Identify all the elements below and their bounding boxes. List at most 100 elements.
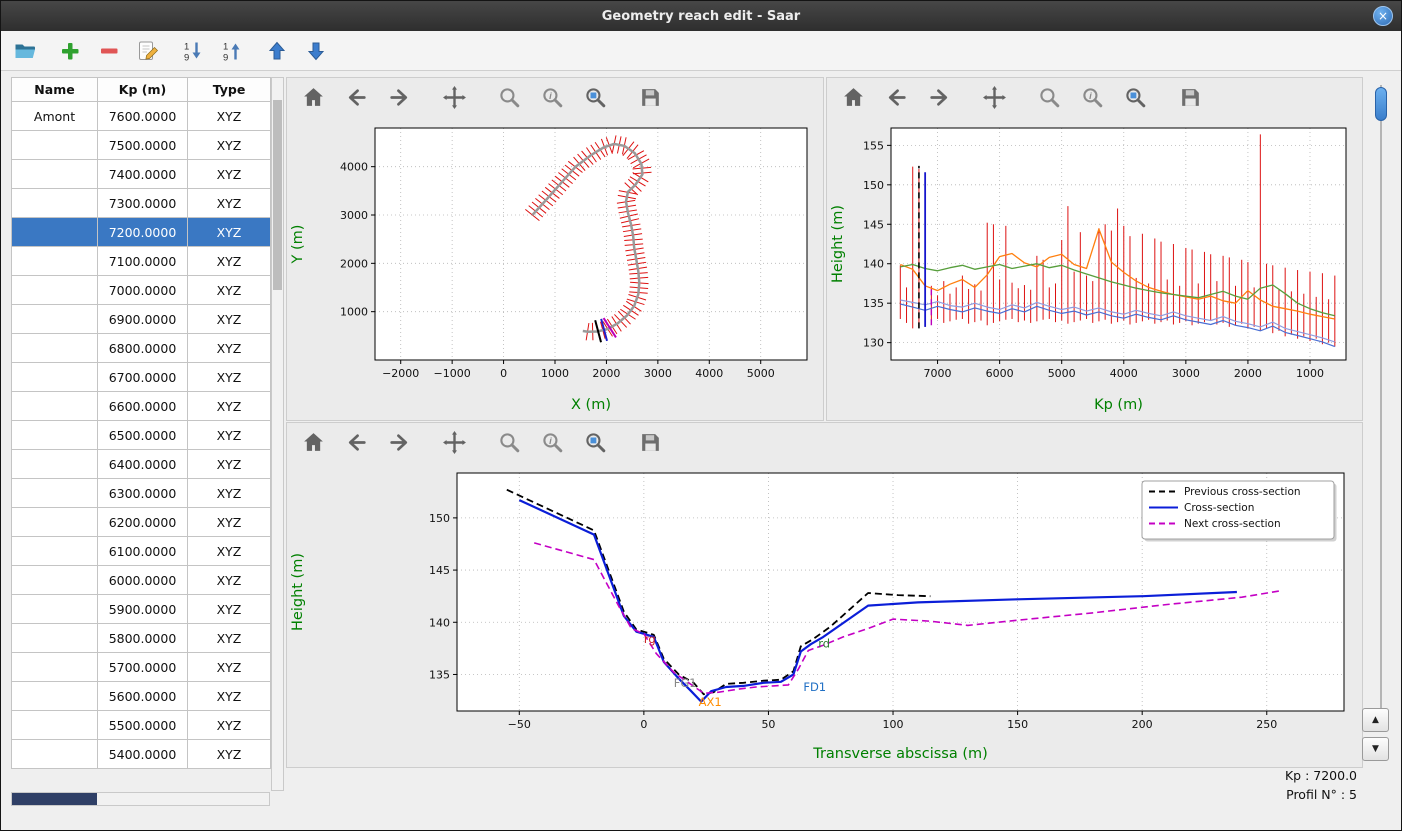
forward-button[interactable] — [385, 427, 415, 457]
table-cell[interactable]: 5800.0000 — [97, 623, 188, 653]
table-cell[interactable]: 7300.0000 — [97, 188, 188, 218]
home-button[interactable] — [839, 82, 869, 112]
edit-button[interactable] — [134, 36, 164, 66]
home-button[interactable] — [299, 82, 329, 112]
column-header-name[interactable]: Name — [11, 77, 98, 102]
table-cell[interactable]: 5500.0000 — [97, 710, 188, 740]
table-row[interactable]: 5600.0000 XYZ — [11, 681, 271, 711]
table-cell[interactable]: XYZ — [187, 565, 271, 595]
table-cell[interactable] — [11, 159, 98, 189]
table-row[interactable]: 7500.0000 XYZ — [11, 130, 271, 160]
table-cell[interactable]: 7400.0000 — [97, 159, 188, 189]
table-cell[interactable]: 5900.0000 — [97, 594, 188, 624]
table-cell[interactable]: XYZ — [187, 130, 271, 160]
back-button[interactable] — [342, 82, 372, 112]
vertical-scroll-thumb[interactable] — [273, 100, 282, 290]
open-folder-button[interactable] — [11, 36, 41, 66]
add-button[interactable] — [56, 36, 86, 66]
table-cell[interactable]: 6600.0000 — [97, 391, 188, 421]
plan-view-plot[interactable]: −2000 −1000 0 1000 2000 3000 4000 5000 1000 2000 3… — [287, 116, 823, 418]
column-header-type[interactable]: Type — [187, 77, 271, 102]
table-row[interactable]: 5500.0000 XYZ — [11, 710, 271, 740]
table-horizontal-scrollbar[interactable] — [11, 792, 270, 806]
table-cell[interactable]: 6200.0000 — [97, 507, 188, 537]
remove-button[interactable] — [95, 36, 125, 66]
table-row[interactable]: 6500.0000 XYZ — [11, 420, 271, 450]
table-cell[interactable] — [11, 275, 98, 305]
table-cell[interactable] — [11, 188, 98, 218]
profile-slider[interactable] — [1375, 85, 1387, 715]
move-down-button[interactable] — [302, 36, 332, 66]
table-row[interactable]: 6100.0000 XYZ — [11, 536, 271, 566]
table-row[interactable]: 7400.0000 XYZ — [11, 159, 271, 189]
table-cell[interactable] — [11, 565, 98, 595]
table-cell[interactable]: 5600.0000 — [97, 681, 188, 711]
pan-button[interactable] — [440, 427, 470, 457]
table-cell[interactable] — [11, 449, 98, 479]
table-cell[interactable] — [11, 420, 98, 450]
table-cell[interactable]: XYZ — [187, 739, 271, 769]
table-cell[interactable]: 6400.0000 — [97, 449, 188, 479]
zoom-info-button[interactable]: i — [538, 427, 568, 457]
table-cell[interactable] — [11, 478, 98, 508]
zoom-button[interactable] — [1035, 82, 1065, 112]
table-cell[interactable]: XYZ — [187, 449, 271, 479]
table-row[interactable]: 5800.0000 XYZ — [11, 623, 271, 653]
table-cell[interactable] — [11, 594, 98, 624]
table-cell[interactable] — [11, 652, 98, 682]
zoom-rect-button[interactable] — [581, 82, 611, 112]
back-button[interactable] — [882, 82, 912, 112]
table-cell[interactable]: XYZ — [187, 188, 271, 218]
table-cell[interactable]: XYZ — [187, 101, 271, 131]
table-cell[interactable] — [11, 623, 98, 653]
table-row[interactable]: 6400.0000 XYZ — [11, 449, 271, 479]
save-button[interactable] — [636, 427, 666, 457]
close-button[interactable]: × — [1373, 6, 1393, 26]
table-cell[interactable]: 6100.0000 — [97, 536, 188, 566]
profile-slider-track[interactable] — [1380, 85, 1382, 715]
table-row[interactable]: 6900.0000 XYZ — [11, 304, 271, 334]
table-row[interactable]: 6200.0000 XYZ — [11, 507, 271, 537]
table-row[interactable]: 6300.0000 XYZ — [11, 478, 271, 508]
table-row[interactable]: 6700.0000 XYZ — [11, 362, 271, 392]
back-button[interactable] — [342, 427, 372, 457]
pan-button[interactable] — [440, 82, 470, 112]
table-cell[interactable]: 5400.0000 — [97, 739, 188, 769]
move-up-button[interactable] — [263, 36, 293, 66]
table-cell[interactable] — [11, 536, 98, 566]
forward-button[interactable] — [385, 82, 415, 112]
table-cell[interactable]: 7000.0000 — [97, 275, 188, 305]
table-cell[interactable]: XYZ — [187, 275, 271, 305]
table-cell[interactable]: 6900.0000 — [97, 304, 188, 334]
save-button[interactable] — [1176, 82, 1206, 112]
table-cell[interactable]: XYZ — [187, 159, 271, 189]
table-row[interactable]: 7100.0000 XYZ — [11, 246, 271, 276]
table-row[interactable]: Amont 7600.0000 XYZ — [11, 101, 271, 131]
zoom-rect-button[interactable] — [1121, 82, 1151, 112]
table-cell[interactable] — [11, 739, 98, 769]
table-cell[interactable]: XYZ — [187, 623, 271, 653]
table-row[interactable]: 7000.0000 XYZ — [11, 275, 271, 305]
table-cell[interactable]: 7100.0000 — [97, 246, 188, 276]
table-cell[interactable] — [11, 391, 98, 421]
table-vertical-scrollbar[interactable] — [271, 77, 284, 791]
table-cell[interactable]: XYZ — [187, 478, 271, 508]
table-row[interactable]: 7300.0000 XYZ — [11, 188, 271, 218]
table-cell[interactable] — [11, 246, 98, 276]
table-cell[interactable] — [11, 710, 98, 740]
table-cell[interactable] — [11, 333, 98, 363]
table-cell[interactable] — [11, 130, 98, 160]
table-cell[interactable] — [11, 304, 98, 334]
forward-button[interactable] — [925, 82, 955, 112]
table-cell[interactable]: 6700.0000 — [97, 362, 188, 392]
table-cell[interactable]: XYZ — [187, 217, 271, 247]
next-profile-button[interactable]: ▼ — [1362, 737, 1389, 761]
table-cell[interactable]: 6800.0000 — [97, 333, 188, 363]
table-cell[interactable]: 5700.0000 — [97, 652, 188, 682]
cross-section-plot[interactable]: −50 0 50 100 150 200 250 135 140 145 150 Transverse… — [287, 461, 1362, 767]
table-cell[interactable]: Amont — [11, 101, 98, 131]
table-cell[interactable]: XYZ — [187, 391, 271, 421]
table-cell[interactable]: XYZ — [187, 710, 271, 740]
